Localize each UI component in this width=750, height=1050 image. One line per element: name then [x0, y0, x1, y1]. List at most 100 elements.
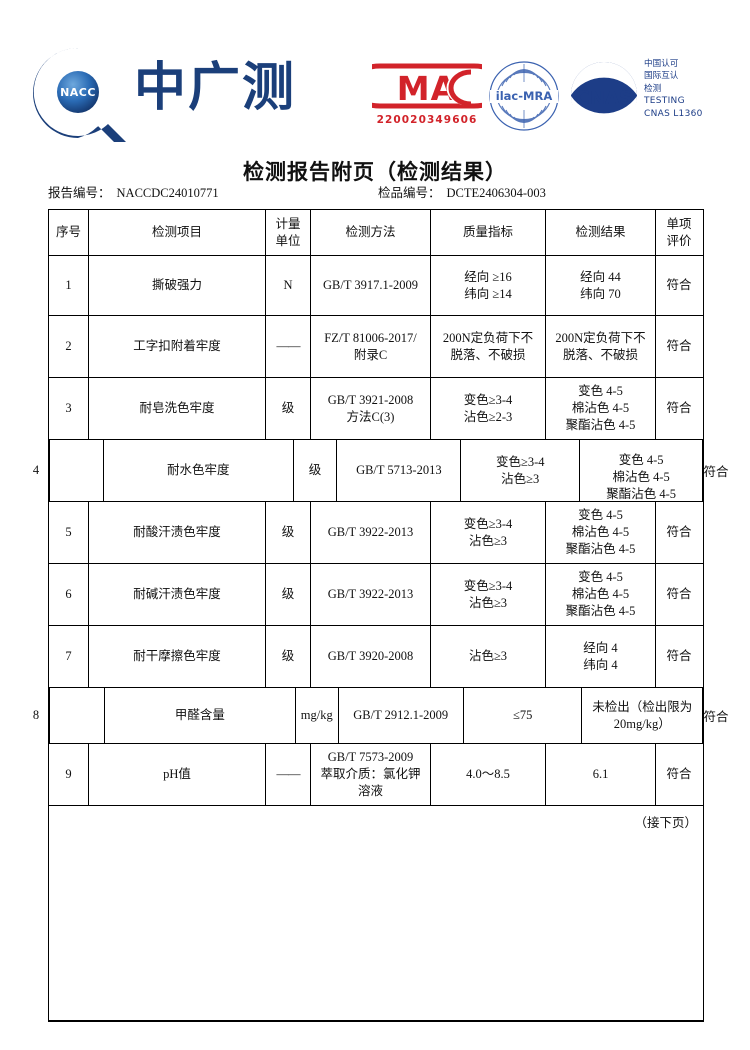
document-header: NACC 中广测 MA 220020349606	[0, 0, 750, 150]
column-header-method: 检测方法	[311, 210, 431, 255]
row-index: 7	[49, 626, 89, 687]
cnas-logo: CNAS	[571, 62, 637, 129]
table-footer-row: （接下页）	[49, 806, 703, 1028]
column-header-item: 检测项目	[89, 210, 266, 255]
row-result: 200N定负荷下不 脱落、不破损	[546, 316, 656, 377]
cma-certificate-number: 220020349606	[376, 114, 478, 126]
row-index: 5	[49, 502, 89, 563]
row-result: 变色 4-5 棉沾色 4-5 聚酯沾色 4-5	[546, 378, 656, 439]
row-unit: 级	[266, 378, 311, 439]
cnas-line-1: 中国认可	[644, 59, 679, 69]
row-unit: 级	[266, 564, 311, 625]
organization-logo: NACC 中广测	[22, 42, 312, 146]
svg-text:NACC: NACC	[60, 86, 96, 99]
row-eval: 符合	[666, 649, 692, 664]
table-header-row: 序号 检测项目 计量 单位 检测方法 质量指标 检测结果 单项 评价	[49, 210, 703, 256]
row-result: 6.1	[546, 744, 656, 805]
column-header-result: 检测结果	[546, 210, 656, 255]
row-spec: 经向 ≥16 纬向 ≥14	[431, 256, 546, 315]
row-unit: 级	[294, 440, 338, 501]
svg-text:MA: MA	[397, 69, 457, 108]
row-item: 耐水色牢度	[103, 440, 294, 501]
row-result: 经向 4 纬向 4	[546, 626, 656, 687]
row-method: GB/T 3921-2008 方法C(3)	[311, 378, 431, 439]
row-eval: 符合	[666, 401, 692, 416]
brand-name-text: 中广测	[134, 58, 297, 118]
row-item: 甲醛含量	[104, 688, 296, 743]
report-number-value: NACCDC24010771	[116, 186, 219, 200]
row-index: 1	[49, 256, 89, 315]
row-item: pH值	[89, 744, 266, 805]
row-eval: 符合	[703, 710, 729, 724]
row-unit: N	[266, 256, 311, 315]
column-header-spec: 质量指标	[431, 210, 546, 255]
sample-number-label: 检品编号：	[378, 186, 441, 200]
row-index: 3	[49, 378, 89, 439]
row-method: GB/T 7573-2009 萃取介质：氯化钾 溶液	[311, 744, 431, 805]
row-item: 耐皂洗色牢度	[89, 378, 266, 439]
row-unit: mg/kg	[296, 688, 339, 743]
cnas-accreditation-text: 中国认可 国际互认 检测 TESTING CNAS L1360	[644, 58, 703, 121]
row-unit: ——	[266, 316, 311, 377]
table-row: 1 撕破强力 N GB/T 3917.1-2009 经向 ≥16 纬向 ≥14 经…	[49, 256, 703, 316]
sample-number-value: DCTE2406304-003	[446, 186, 546, 200]
cnas-line-2: 国际互认	[644, 71, 679, 82]
row-eval: 符合	[666, 339, 692, 354]
row-index: 2	[49, 316, 89, 377]
row-spec: 变色≥3-4 沾色≥3	[431, 502, 546, 563]
row-method: GB/T 3922-2013	[311, 564, 431, 625]
cma-logo: MA 220020349606	[347, 58, 507, 136]
table-row: 6 耐碱汗渍色牢度 级 GB/T 3922-2013 变色≥3-4 沾色≥3 变色…	[49, 564, 703, 626]
test-results-table: 序号 检测项目 计量 单位 检测方法 质量指标 检测结果 单项 评价 1 撕破强力 …	[33, 209, 729, 1022]
row-eval: 符合	[666, 278, 692, 293]
table-row: 4 耐水色牢度 级 GB/T 5713-2013 变色≥3-4 沾色≥3 变色 4…	[33, 440, 729, 502]
cma-mark-icon: MA	[347, 63, 507, 109]
row-eval: 符合	[666, 587, 692, 602]
row-item: 撕破强力	[89, 256, 266, 315]
row-item: 耐酸汗渍色牢度	[89, 502, 266, 563]
row-method: GB/T 3922-2013	[311, 502, 431, 563]
table-row: 7 耐干摩擦色牢度 级 GB/T 3920-2008 沾色≥3 经向 4 纬向 4…	[49, 626, 703, 688]
row-item: 工字扣附着牢度	[89, 316, 266, 377]
row-item: 耐碱汗渍色牢度	[89, 564, 266, 625]
row-result: 变色 4-5 棉沾色 4-5 聚酯沾色 4-5	[546, 564, 656, 625]
report-number: 报告编号： NACCDC24010771	[48, 182, 219, 201]
cnas-code-label: CNAS L1360	[644, 109, 703, 120]
row-result: 变色 4-5 棉沾色 4-5 聚酯沾色 4-5	[546, 502, 656, 563]
row-spec: 变色≥3-4 沾色≥3	[431, 564, 546, 625]
row-eval: 符合	[666, 767, 692, 782]
row-index: 9	[49, 744, 89, 805]
row-method: GB/T 2912.1-2009	[339, 688, 464, 743]
row-result: 未检出（检出限为 20mg/kg）	[582, 688, 704, 743]
row-result: 变色 4-5 棉沾色 4-5 聚酯沾色 4-5	[580, 440, 704, 501]
continuation-note: （接下页）	[634, 816, 697, 830]
column-header-unit: 计量 单位	[266, 210, 311, 255]
row-spec: 4.0～8.5	[431, 744, 546, 805]
row-eval: 符合	[666, 525, 692, 540]
row-method: FZ/T 81006-2017/附录C	[311, 316, 431, 377]
document-identifiers: 报告编号： NACCDC24010771 检品编号： DCTE2406304-003	[48, 182, 704, 204]
row-method: GB/T 3917.1-2009	[311, 256, 431, 315]
row-item: 耐干摩擦色牢度	[89, 626, 266, 687]
nacc-logo-icon: NACC	[33, 47, 126, 142]
table-row: 3 耐皂洗色牢度 级 GB/T 3921-2008 方法C(3) 变色≥3-4 沾色…	[49, 378, 703, 440]
row-index: 6	[49, 564, 89, 625]
column-header-eval: 单项 评价	[666, 216, 692, 248]
row-spec: 变色≥3-4 沾色≥3	[461, 440, 581, 501]
row-result: 经向 44 纬向 70	[546, 256, 656, 315]
row-spec: 沾色≥3	[431, 626, 546, 687]
column-header-index: 序号	[49, 210, 89, 255]
cnas-line-3: 检测	[644, 83, 662, 94]
row-method: GB/T 3920-2008	[311, 626, 431, 687]
row-unit: ——	[266, 744, 311, 805]
svg-text:ilac-MRA: ilac-MRA	[496, 89, 553, 103]
sample-number: 检品编号： DCTE2406304-003	[378, 182, 546, 201]
table-row: 2 工字扣附着牢度 —— FZ/T 81006-2017/附录C 200N定负荷…	[49, 316, 703, 378]
row-unit: 级	[266, 626, 311, 687]
row-index: 4	[32, 463, 40, 477]
row-spec: 变色≥3-4 沾色≥2-3	[431, 378, 546, 439]
row-index: 8	[32, 708, 40, 722]
report-number-label: 报告编号：	[48, 186, 111, 200]
row-spec: 200N定负荷下不 脱落、不破损	[431, 316, 546, 377]
row-unit: 级	[266, 502, 311, 563]
